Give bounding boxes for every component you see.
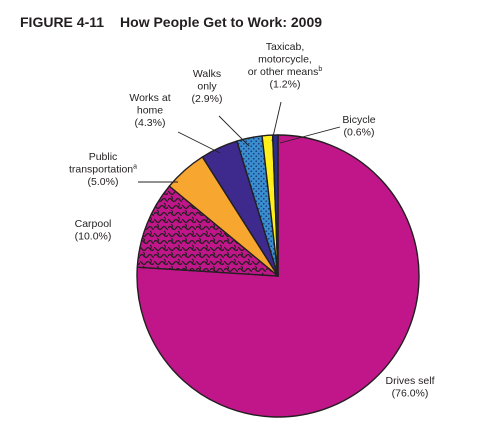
- slice-name-line-public-transportation: transportation: [69, 164, 133, 176]
- slice-value-drives-self: (76.0%): [392, 388, 429, 400]
- footnote-marker-taxicab-motorcycle-or-other-means: b: [318, 66, 322, 73]
- slice-value-carpool: (10.0%): [75, 231, 112, 243]
- slice-name-line-taxicab-motorcycle-or-other-means: Taxicab,: [266, 41, 305, 53]
- slice-value-works-at-home: (4.3%): [135, 117, 166, 129]
- slice-label-taxicab-motorcycle-or-other-means: Taxicab, motorcycle, or other meansb (1.2%): [248, 41, 323, 91]
- pie-slice-carpool: [136, 185, 279, 277]
- slice-name-line-walks-only: only: [197, 81, 217, 93]
- slice-value-bicycle: (0.6%): [344, 127, 375, 139]
- slice-name-line-drives-self: Drives self: [385, 375, 434, 387]
- pie-slice-bicycle: [271, 134, 279, 277]
- pie-slice-drives-self: [136, 134, 420, 418]
- slice-name-line-walks-only: Walks: [193, 68, 221, 80]
- leader-lines-layer: [138, 101, 341, 183]
- slices-layer: [136, 134, 420, 418]
- slice-name-line-works-at-home: home: [137, 105, 163, 117]
- figure-title-text: How People Get to Work: 2009: [120, 14, 323, 30]
- slice-label-bicycle: Bicycle (0.6%): [342, 114, 375, 139]
- slice-name-line-public-transportation: Public: [89, 151, 118, 163]
- slice-name-line-carpool: Carpool: [75, 218, 112, 230]
- figure-title: FIGURE 4-11 How People Get to Work: 2009: [20, 14, 322, 30]
- slice-label-drives-self: Drives self (76.0%): [385, 375, 434, 400]
- slice-name-line-works-at-home: Works at: [129, 92, 170, 104]
- figure-number: FIGURE 4-11: [20, 14, 105, 30]
- slice-value-walks-only: (2.9%): [192, 93, 223, 105]
- slice-name-line-taxicab-motorcycle-or-other-means: or other means: [248, 66, 319, 78]
- slice-name-line-taxicab-motorcycle-or-other-means: motorcycle,: [258, 54, 312, 66]
- slice-label-public-transportation: Public transportationa (5.0%): [69, 151, 137, 188]
- slice-label-carpool: Carpool (10.0%): [75, 218, 112, 243]
- slice-value-public-transportation: (5.0%): [88, 176, 119, 188]
- slice-value-taxicab-motorcycle-or-other-means: (1.2%): [270, 79, 301, 91]
- leader-line-works-at-home: [177, 131, 221, 154]
- labels-layer: Drives self (76.0%) Carpool (10.0%) Public tr…: [69, 41, 435, 400]
- leader-line-bicycle: [279, 126, 341, 144]
- leader-line-taxicab-motorcycle-or-other-means: [271, 101, 282, 142]
- slice-label-walks-only: Walks only (2.9%): [192, 68, 223, 105]
- leader-line-walks-only: [218, 115, 250, 147]
- slice-label-works-at-home: Works at home (4.3%): [129, 92, 170, 129]
- footnote-marker-public-transportation: a: [133, 164, 137, 171]
- slice-name-line-bicycle: Bicycle: [342, 114, 375, 126]
